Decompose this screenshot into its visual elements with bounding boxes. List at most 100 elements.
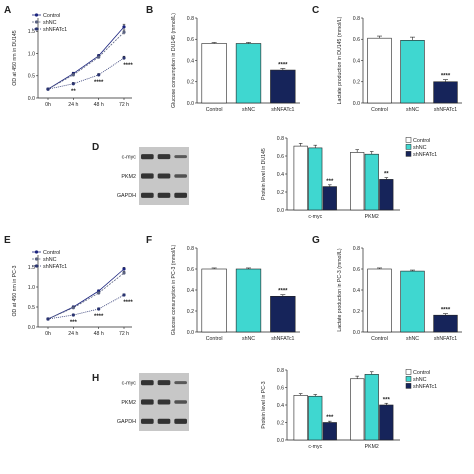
- data-point: [46, 87, 50, 91]
- legend-swatch: [405, 376, 412, 382]
- blot-band: [174, 192, 187, 198]
- blot-band: [174, 418, 187, 424]
- data-point: [97, 73, 101, 77]
- bar: [293, 145, 308, 211]
- legend-swatch: [405, 151, 412, 157]
- x-tick-label: c-myc: [308, 214, 322, 220]
- significance-marker: ****: [123, 63, 133, 69]
- blot-row-label: GAPDH: [117, 419, 136, 425]
- blot-band: [174, 155, 187, 159]
- panel-label: C: [312, 5, 319, 16]
- blot-band: [157, 173, 171, 179]
- y-tick-label: 0.8: [353, 16, 360, 22]
- legend-marker: [34, 13, 39, 17]
- y-tick-label: 0.4: [277, 403, 284, 409]
- x-tick-label: 72 h: [119, 102, 129, 108]
- blot-band: [157, 154, 171, 160]
- y-tick-label: 0.8: [277, 368, 284, 374]
- y-axis-label: Glucose consumption in DU145 (mmol/L): [171, 13, 177, 108]
- legend-entry: shNC: [413, 377, 427, 383]
- bar: [270, 69, 296, 104]
- blot-row-label: c-myc: [122, 380, 137, 386]
- x-tick-label: 72 h: [119, 331, 129, 337]
- x-tick-label: Control: [206, 107, 223, 113]
- y-axis-label: Lactate production in PC-3 (mmol/L): [337, 248, 343, 332]
- y-tick-label: 0.6: [277, 154, 284, 160]
- legend-entry: Control: [43, 13, 60, 19]
- data-point: [71, 73, 75, 77]
- x-tick-label: shNC: [406, 336, 419, 342]
- y-tick-label: 0.4: [187, 58, 194, 64]
- panel-label: D: [92, 142, 99, 153]
- y-tick-label: 0.0: [28, 325, 35, 331]
- legend-entry: Control: [43, 250, 60, 256]
- blot-row-label: PKM2: [121, 174, 136, 180]
- data-point: [122, 25, 126, 29]
- x-tick-label: shNFATc1: [271, 336, 294, 342]
- x-tick-label: Control: [371, 336, 388, 342]
- panel-label: A: [4, 5, 11, 16]
- y-tick-label: 0.2: [277, 420, 284, 426]
- y-axis-label: OD at 450 nm in DU145: [12, 30, 18, 85]
- y-axis-label: OD at 450 nm in PC-3: [12, 265, 18, 316]
- legend-marker: [34, 264, 39, 268]
- significance-marker: ***: [326, 415, 334, 421]
- legend-entry: shNC: [43, 20, 57, 26]
- x-tick-label: shNFATc1: [434, 107, 457, 113]
- bar: [308, 147, 323, 211]
- y-tick-label: 0.8: [187, 246, 194, 252]
- x-tick-label: PKM2: [365, 444, 379, 450]
- x-tick-label: shNFATc1: [434, 336, 457, 342]
- series-line: [47, 272, 125, 320]
- bar: [293, 395, 308, 441]
- y-tick-label: 0.4: [187, 288, 194, 294]
- data-point: [71, 82, 75, 86]
- y-tick-label: 0.0: [187, 330, 194, 336]
- bar: [367, 268, 392, 333]
- data-point: [97, 55, 101, 59]
- y-tick-label: 0.0: [353, 101, 360, 107]
- x-tick-label: 0h: [45, 102, 51, 108]
- y-tick-label: 0.8: [187, 16, 194, 22]
- y-tick-label: 1.0: [28, 285, 35, 291]
- data-point: [97, 307, 101, 311]
- bar: [379, 179, 394, 211]
- significance-marker: ****: [278, 62, 288, 68]
- bar: [201, 43, 227, 104]
- y-axis-label: Lactate production in DU145 (mmol/L): [337, 16, 343, 104]
- x-tick-label: shNC: [406, 107, 419, 113]
- blot-band: [174, 174, 187, 178]
- blot-band: [141, 154, 154, 160]
- legend-entry: Control: [413, 138, 430, 144]
- y-tick-label: 0.8: [277, 136, 284, 142]
- y-tick-label: 0.2: [277, 190, 284, 196]
- data-point: [122, 271, 126, 275]
- y-axis-label: Protein level in PC-3: [261, 381, 267, 428]
- bar: [322, 186, 337, 211]
- y-tick-label: 1.0: [28, 51, 35, 57]
- y-tick-label: 0.6: [353, 37, 360, 43]
- blot-row-label: c-myc: [122, 154, 137, 160]
- x-tick-label: Control: [371, 107, 388, 113]
- legend-entry: shNC: [43, 257, 57, 263]
- data-point: [46, 317, 50, 321]
- significance-marker: ***: [70, 320, 78, 326]
- y-tick-label: 0.6: [187, 267, 194, 273]
- legend-swatch: [405, 383, 412, 389]
- bar: [270, 295, 296, 333]
- legend-swatch: [405, 369, 412, 375]
- significance-marker: ****: [278, 289, 288, 295]
- legend-swatch: [405, 144, 412, 150]
- legend-entry: Control: [413, 370, 430, 376]
- x-tick-label: 24 h: [68, 102, 78, 108]
- legend-entry: shNFATc1: [43, 27, 67, 33]
- data-point: [122, 30, 126, 34]
- blot-band: [141, 418, 154, 424]
- bar: [201, 268, 227, 333]
- legend-entry: shNFATc1: [43, 264, 67, 270]
- x-tick-label: shNC: [242, 336, 255, 342]
- blot-band: [174, 400, 187, 404]
- bar: [364, 374, 379, 441]
- y-tick-label: 0.0: [277, 208, 284, 214]
- legend-marker: [34, 27, 39, 31]
